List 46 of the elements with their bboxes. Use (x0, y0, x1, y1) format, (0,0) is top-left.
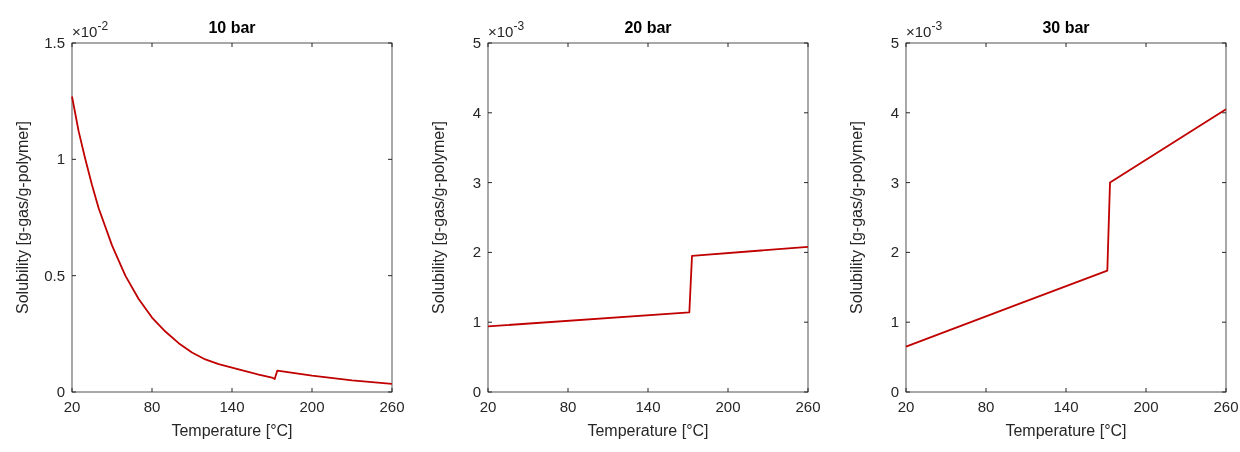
y-axis-title: Solubility [g-gas/g-polymer] (848, 121, 865, 314)
x-tick-label: 20 (63, 398, 81, 415)
y-tick-label: 3 (472, 173, 481, 191)
text: ×10$^{-2}$ (72, 19, 109, 40)
y-tick-label: 2 (472, 243, 481, 261)
y-tick-label: 4 (472, 103, 481, 121)
chart-title: 20 bar (624, 19, 672, 36)
line-series (487, 245, 809, 328)
x-tick-label: 260 (1213, 398, 1239, 415)
x-axis-title: Temperature [°C] (587, 422, 709, 439)
x-axis-title: Temperature [°C] (1005, 422, 1127, 439)
chart-title: 30 bar (1042, 19, 1090, 36)
x-tick-label: 200 (715, 398, 741, 415)
y-tick-label: 2 (890, 243, 899, 261)
x-tick-label: 80 (559, 398, 577, 415)
x-tick-label: 80 (143, 398, 161, 415)
chart-title: 10 bar (208, 19, 256, 36)
x-tick-label: 20 (897, 398, 915, 415)
line-series (71, 95, 393, 385)
y-tick-label: 0 (56, 383, 65, 400)
x-tick-label: 260 (379, 398, 405, 415)
y-axis-title: Solubility [g-gas/g-polymer] (430, 121, 447, 314)
x-tick-label: 260 (795, 398, 821, 415)
y-tick-label: 0 (890, 383, 899, 400)
x-tick-label: 140 (635, 398, 661, 415)
y-tick-label: 0.5 (44, 266, 65, 284)
y-tick-label: 1 (890, 313, 899, 331)
y-tick-label: 4 (890, 103, 899, 121)
x-tick-label: 200 (1133, 398, 1159, 415)
x-tick-label: 80 (977, 398, 995, 415)
y-tick-label: 5 (472, 34, 481, 51)
text: ×10$^{-3}$ (906, 19, 943, 40)
text: ×10$^{-3}$ (488, 19, 525, 40)
x-tick-label: 140 (219, 398, 245, 415)
y-tick-label: 5 (890, 34, 899, 51)
y-tick-label: 1 (56, 150, 65, 168)
x-axis-title: Temperature [°C] (171, 422, 293, 439)
y-tick-label: 1.5 (44, 34, 65, 51)
line-series (905, 108, 1227, 348)
y-tick-label: 1 (472, 313, 481, 331)
x-tick-label: 140 (1053, 398, 1079, 415)
x-tick-label: 200 (299, 398, 325, 415)
y-tick-label: 3 (890, 173, 899, 191)
x-tick-label: 20 (479, 398, 497, 415)
y-tick-label: 0 (472, 383, 481, 400)
y-axis-title: Solubility [g-gas/g-polymer] (14, 121, 31, 314)
